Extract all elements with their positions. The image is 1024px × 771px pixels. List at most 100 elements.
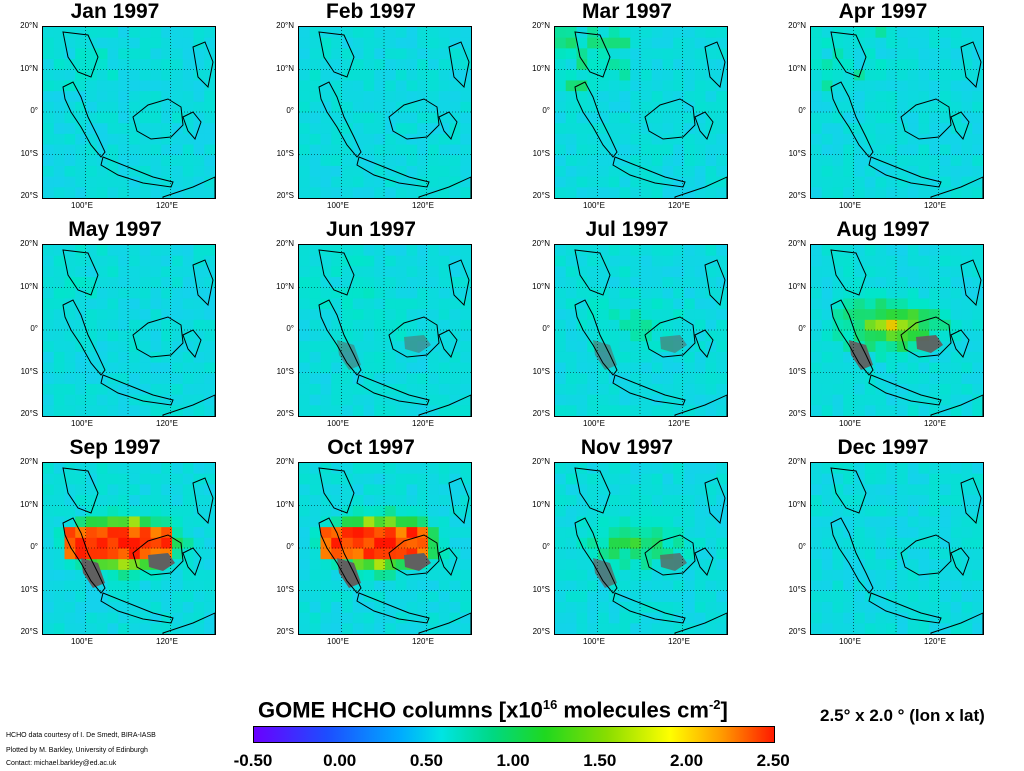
grid-cell — [886, 59, 898, 71]
grid-cell — [352, 80, 364, 92]
grid-cell — [417, 37, 429, 49]
grid-cell — [352, 112, 364, 124]
grid-cell — [363, 27, 375, 39]
grid-cell — [395, 176, 407, 188]
grid-cell — [587, 405, 599, 416]
grid-cell — [182, 351, 194, 364]
grid-cell — [86, 394, 98, 406]
grid-cell — [395, 373, 407, 385]
grid-cell — [716, 245, 727, 257]
grid-cell — [641, 165, 653, 178]
grid-cell — [662, 309, 674, 321]
grid-cell — [619, 362, 631, 374]
grid-cell — [182, 48, 194, 60]
grid-cell — [460, 27, 471, 39]
grid-cell — [150, 473, 162, 485]
grid-cell — [843, 165, 855, 178]
grid-cell — [395, 144, 407, 156]
grid-cell — [587, 580, 599, 592]
grid-cell — [385, 165, 397, 178]
grid-cell — [204, 101, 215, 113]
grid-cell — [161, 537, 173, 549]
grid-cell — [438, 505, 450, 517]
grid-cell — [428, 612, 440, 624]
grid-cell — [716, 362, 727, 374]
grid-cell — [950, 527, 962, 539]
grid-cell — [641, 309, 653, 321]
grid-cell — [897, 101, 909, 113]
grid-cell — [449, 277, 461, 289]
grid-cell — [843, 473, 855, 485]
grid-cell — [950, 298, 962, 310]
grid-cell — [363, 69, 375, 81]
grid-cell — [875, 37, 887, 49]
grid-cell — [161, 591, 173, 603]
grid-cell — [565, 612, 577, 624]
grid-cell — [918, 548, 930, 560]
panel-title: Jun 1997 — [326, 218, 416, 241]
grid-cell — [854, 298, 866, 310]
grid-cell — [961, 48, 973, 60]
grid-cell — [86, 484, 98, 496]
grid-cell — [150, 176, 162, 188]
grid-cell — [309, 319, 321, 331]
grid-cell — [438, 112, 450, 124]
grid-cell — [854, 123, 866, 135]
grid-cell — [811, 287, 823, 299]
grid-cell — [204, 580, 215, 592]
grid-cell — [684, 463, 696, 475]
grid-cell — [385, 91, 397, 103]
grid-cell — [940, 505, 952, 517]
grid-cell — [75, 405, 87, 416]
grid-cell — [929, 27, 941, 39]
grid-cell — [309, 516, 321, 528]
coastline — [694, 547, 714, 576]
grid-cell — [961, 101, 973, 113]
grid-cell — [182, 548, 194, 560]
grid-cell — [684, 505, 696, 517]
grid-cell — [694, 319, 706, 331]
coastline — [868, 592, 942, 624]
coastline — [388, 98, 440, 140]
grid-cell — [417, 580, 429, 592]
grid-cell — [395, 362, 407, 374]
grid-cell — [428, 48, 440, 60]
grid-cell — [587, 383, 599, 396]
grid-cell — [43, 484, 55, 496]
grid-cell — [64, 309, 76, 321]
grid-cell — [395, 80, 407, 92]
grid-cell — [929, 37, 941, 49]
grid-cell — [161, 176, 173, 188]
grid-cell — [694, 69, 706, 81]
grid-cell — [395, 516, 407, 528]
grid-cell — [587, 516, 599, 528]
coastline — [132, 98, 184, 140]
grid-cell — [342, 591, 354, 603]
grid-cell — [673, 155, 685, 167]
grid-cell — [43, 527, 55, 539]
grid-cell — [598, 623, 610, 634]
grid-cell — [886, 505, 898, 517]
grid-cell — [940, 155, 952, 167]
grid-cell — [395, 27, 407, 39]
coastline — [356, 592, 430, 624]
map-panel: Dec 1997 20°N 10°N 0° 10°S 20°S 100°E 120°E — [768, 436, 998, 651]
grid-cell — [630, 37, 642, 49]
grid-cell — [139, 266, 151, 278]
grid-cell — [320, 527, 332, 539]
grid-cell — [53, 405, 65, 416]
grid-cell — [428, 341, 440, 353]
grid-cell — [150, 277, 162, 289]
grid-cell — [86, 245, 98, 257]
grid-cell — [64, 112, 76, 124]
grid-cell — [565, 495, 577, 507]
grid-cell — [821, 351, 833, 364]
grid-cell — [374, 580, 386, 592]
grid-cell — [843, 27, 855, 39]
grid-cell — [342, 91, 354, 103]
grid-cell — [619, 548, 631, 560]
grid-cell — [299, 495, 311, 507]
grid-cell — [395, 351, 407, 364]
grid-cell — [64, 394, 76, 406]
grid-cell — [832, 144, 844, 156]
